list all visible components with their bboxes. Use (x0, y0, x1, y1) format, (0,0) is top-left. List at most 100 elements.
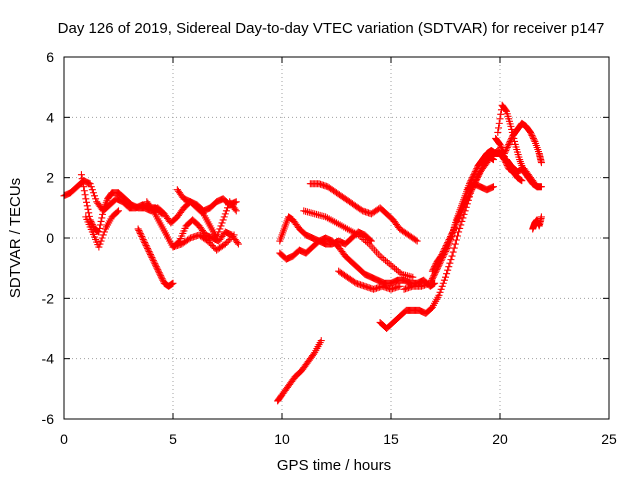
data-point (431, 261, 439, 269)
data-point (506, 137, 514, 145)
data-point (439, 249, 447, 257)
series-arc-19 (492, 119, 545, 167)
data-point (457, 207, 465, 215)
data-point (435, 291, 443, 299)
data-point (141, 240, 149, 248)
data-point (508, 134, 516, 142)
y-tick-label: 0 (46, 230, 54, 246)
data-point (157, 273, 165, 281)
data-point (501, 148, 509, 156)
data-point (148, 254, 156, 262)
data-point (479, 163, 487, 171)
data-point (115, 207, 122, 215)
data-point (465, 190, 473, 198)
y-tick-label: -4 (42, 351, 55, 367)
data-point (496, 140, 504, 148)
data-point (210, 243, 218, 251)
data-point (224, 237, 232, 245)
data-point (430, 264, 438, 272)
data-point (81, 191, 89, 199)
data-point (99, 210, 107, 218)
data-point (220, 213, 228, 221)
data-point (448, 229, 456, 237)
y-tick-label: 6 (46, 49, 54, 65)
data-point (505, 139, 513, 147)
data-point (529, 134, 537, 142)
data-point (135, 226, 143, 234)
data-point (460, 202, 468, 210)
data-point (219, 216, 227, 224)
data-point (80, 187, 88, 195)
data-point (449, 226, 457, 234)
series-arc-8 (274, 337, 325, 405)
data-point (88, 186, 96, 194)
data-point (234, 240, 242, 248)
data-point (533, 183, 541, 191)
data-point (427, 278, 435, 286)
series-arc-11 (306, 180, 421, 245)
data-point (428, 267, 436, 275)
data-point (144, 246, 152, 254)
series-arc-3 (82, 207, 122, 251)
data-point (97, 237, 105, 245)
data-point (140, 237, 148, 245)
series-arc-17 (463, 180, 497, 194)
data-point (456, 210, 464, 218)
data-point (145, 248, 153, 256)
x-tick-label: 5 (169, 431, 177, 447)
data-point (428, 275, 436, 283)
data-point (495, 119, 503, 127)
data-point (159, 276, 167, 284)
data-point (87, 183, 95, 191)
series-arc-16 (428, 153, 497, 275)
data-point (529, 133, 537, 141)
x-tick-label: 10 (274, 431, 290, 447)
data-point (317, 337, 325, 345)
data-point (440, 276, 448, 284)
data-point (504, 142, 512, 150)
series-arc-7 (173, 186, 240, 242)
data-point (139, 236, 147, 244)
data-point (227, 234, 235, 242)
data-point (147, 252, 155, 260)
data-point (98, 234, 106, 242)
data-point (95, 243, 103, 251)
data-point (438, 282, 446, 290)
data-point (387, 261, 395, 269)
data-point (503, 145, 511, 153)
data-point (457, 208, 465, 216)
data-point (455, 211, 463, 219)
data-point (429, 273, 437, 281)
data-point (392, 266, 400, 274)
data-point (100, 228, 108, 236)
data-point (495, 124, 503, 132)
data-point (217, 222, 225, 230)
data-point (223, 239, 231, 247)
data-point (213, 234, 221, 242)
data-point (232, 207, 240, 215)
data-point (443, 240, 451, 248)
data-point (537, 213, 545, 221)
data-point (444, 266, 452, 274)
x-tick-label: 15 (383, 431, 399, 447)
data-point (97, 217, 105, 225)
data-point (385, 260, 393, 268)
chart-title: Day 126 of 2019, Sidereal Day-to-day VTE… (58, 20, 605, 37)
data-point (138, 234, 146, 242)
data-point (77, 171, 85, 179)
data-point (378, 254, 386, 262)
data-point (158, 275, 166, 283)
data-point (439, 279, 447, 287)
data-point (221, 240, 229, 248)
x-axis-label: GPS time / hours (277, 457, 391, 474)
data-point (441, 245, 449, 253)
data-point (153, 264, 161, 272)
data-point (391, 264, 399, 272)
data-point (446, 234, 454, 242)
data-point (143, 243, 151, 251)
data-point (136, 229, 144, 237)
data-point (82, 195, 90, 203)
series-arc-6 (169, 231, 238, 254)
data-point (473, 174, 481, 182)
